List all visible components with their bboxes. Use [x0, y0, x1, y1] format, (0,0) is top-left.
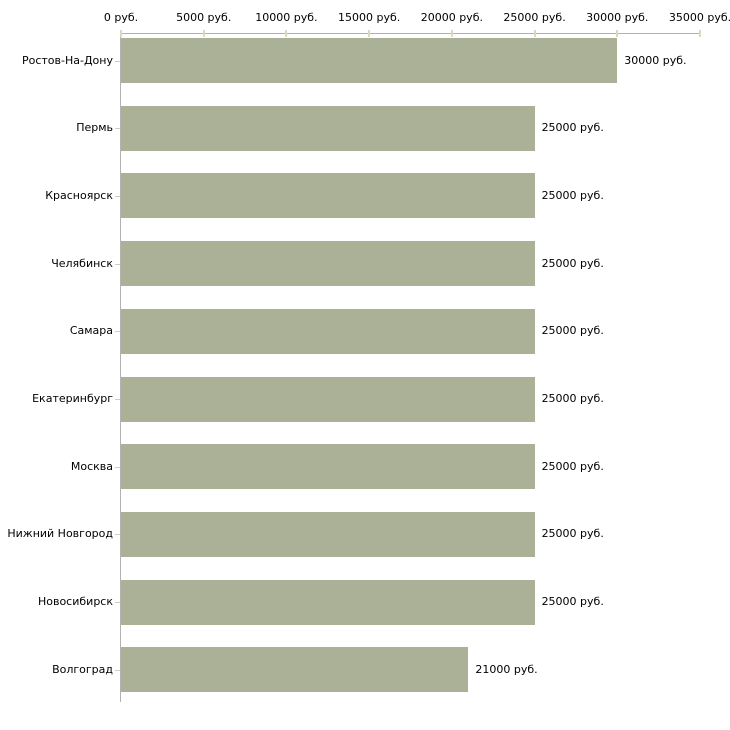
x-axis-tick-mark	[616, 30, 619, 37]
x-axis-tick-label: 10000 руб.	[255, 11, 318, 24]
bar	[121, 308, 535, 354]
x-axis-tick-mark	[533, 30, 536, 37]
x-axis-tick-mark	[699, 30, 701, 37]
bar	[121, 579, 535, 625]
category-label: Волгоград	[52, 662, 113, 676]
category-tick-mark	[115, 128, 120, 129]
category-label: Пермь	[76, 121, 113, 135]
x-axis-tick-label: 35000 руб.	[668, 11, 730, 24]
x-axis-tick-label: 25000 руб.	[503, 11, 566, 24]
category-tick-mark	[115, 331, 120, 332]
category-tick-mark	[115, 670, 120, 671]
x-axis-tick-mark	[120, 30, 122, 37]
x-axis-tick-mark	[450, 30, 453, 37]
category-label: Челябинск	[51, 256, 113, 270]
x-axis-tick-mark	[285, 30, 288, 37]
category-label: Москва	[70, 459, 113, 473]
category-label: Красноярск	[45, 188, 113, 202]
category-tick-mark	[115, 467, 120, 468]
category-tick-mark	[115, 602, 120, 603]
category-tick-mark	[115, 61, 120, 62]
value-label: 25000 руб.	[541, 188, 604, 202]
x-axis-line	[121, 33, 700, 34]
bar	[121, 105, 535, 151]
value-label: 21000 руб.	[475, 662, 538, 676]
x-axis-tick-label: 15000 руб.	[338, 11, 401, 24]
value-label: 25000 руб.	[541, 256, 604, 270]
category-label: Нижний Новгород	[7, 527, 113, 541]
x-axis-tick-label: 20000 руб.	[420, 11, 483, 24]
bar	[121, 38, 618, 83]
bar	[121, 241, 535, 287]
bar	[121, 173, 535, 219]
category-tick-mark	[115, 399, 120, 400]
value-label: 25000 руб.	[541, 459, 604, 473]
bar	[121, 444, 535, 490]
bar	[121, 647, 469, 693]
category-label: Самара	[69, 324, 113, 338]
value-label: 25000 руб.	[541, 324, 604, 338]
value-label: 25000 руб.	[541, 121, 604, 135]
x-axis-tick-label: 30000 руб.	[586, 11, 649, 24]
value-label: 30000 руб.	[624, 53, 687, 67]
value-label: 25000 руб.	[541, 392, 604, 405]
category-label: Новосибирск	[37, 595, 113, 609]
category-label: Ростов-На-Дону	[21, 53, 113, 67]
x-axis-tick-mark	[202, 30, 205, 37]
category-tick-mark	[115, 264, 120, 265]
x-axis-tick-label: 0 руб.	[103, 11, 139, 24]
x-axis-tick-label: 5000 руб.	[176, 11, 232, 24]
x-axis-tick-mark	[368, 30, 371, 37]
category-tick-mark	[115, 196, 120, 197]
y-axis-line	[120, 33, 121, 702]
bar	[121, 511, 535, 557]
category-tick-mark	[115, 534, 120, 535]
value-label: 25000 руб.	[541, 527, 604, 541]
bar	[121, 376, 535, 422]
category-label: Екатеринбург	[32, 392, 113, 405]
value-label: 25000 руб.	[541, 595, 604, 609]
